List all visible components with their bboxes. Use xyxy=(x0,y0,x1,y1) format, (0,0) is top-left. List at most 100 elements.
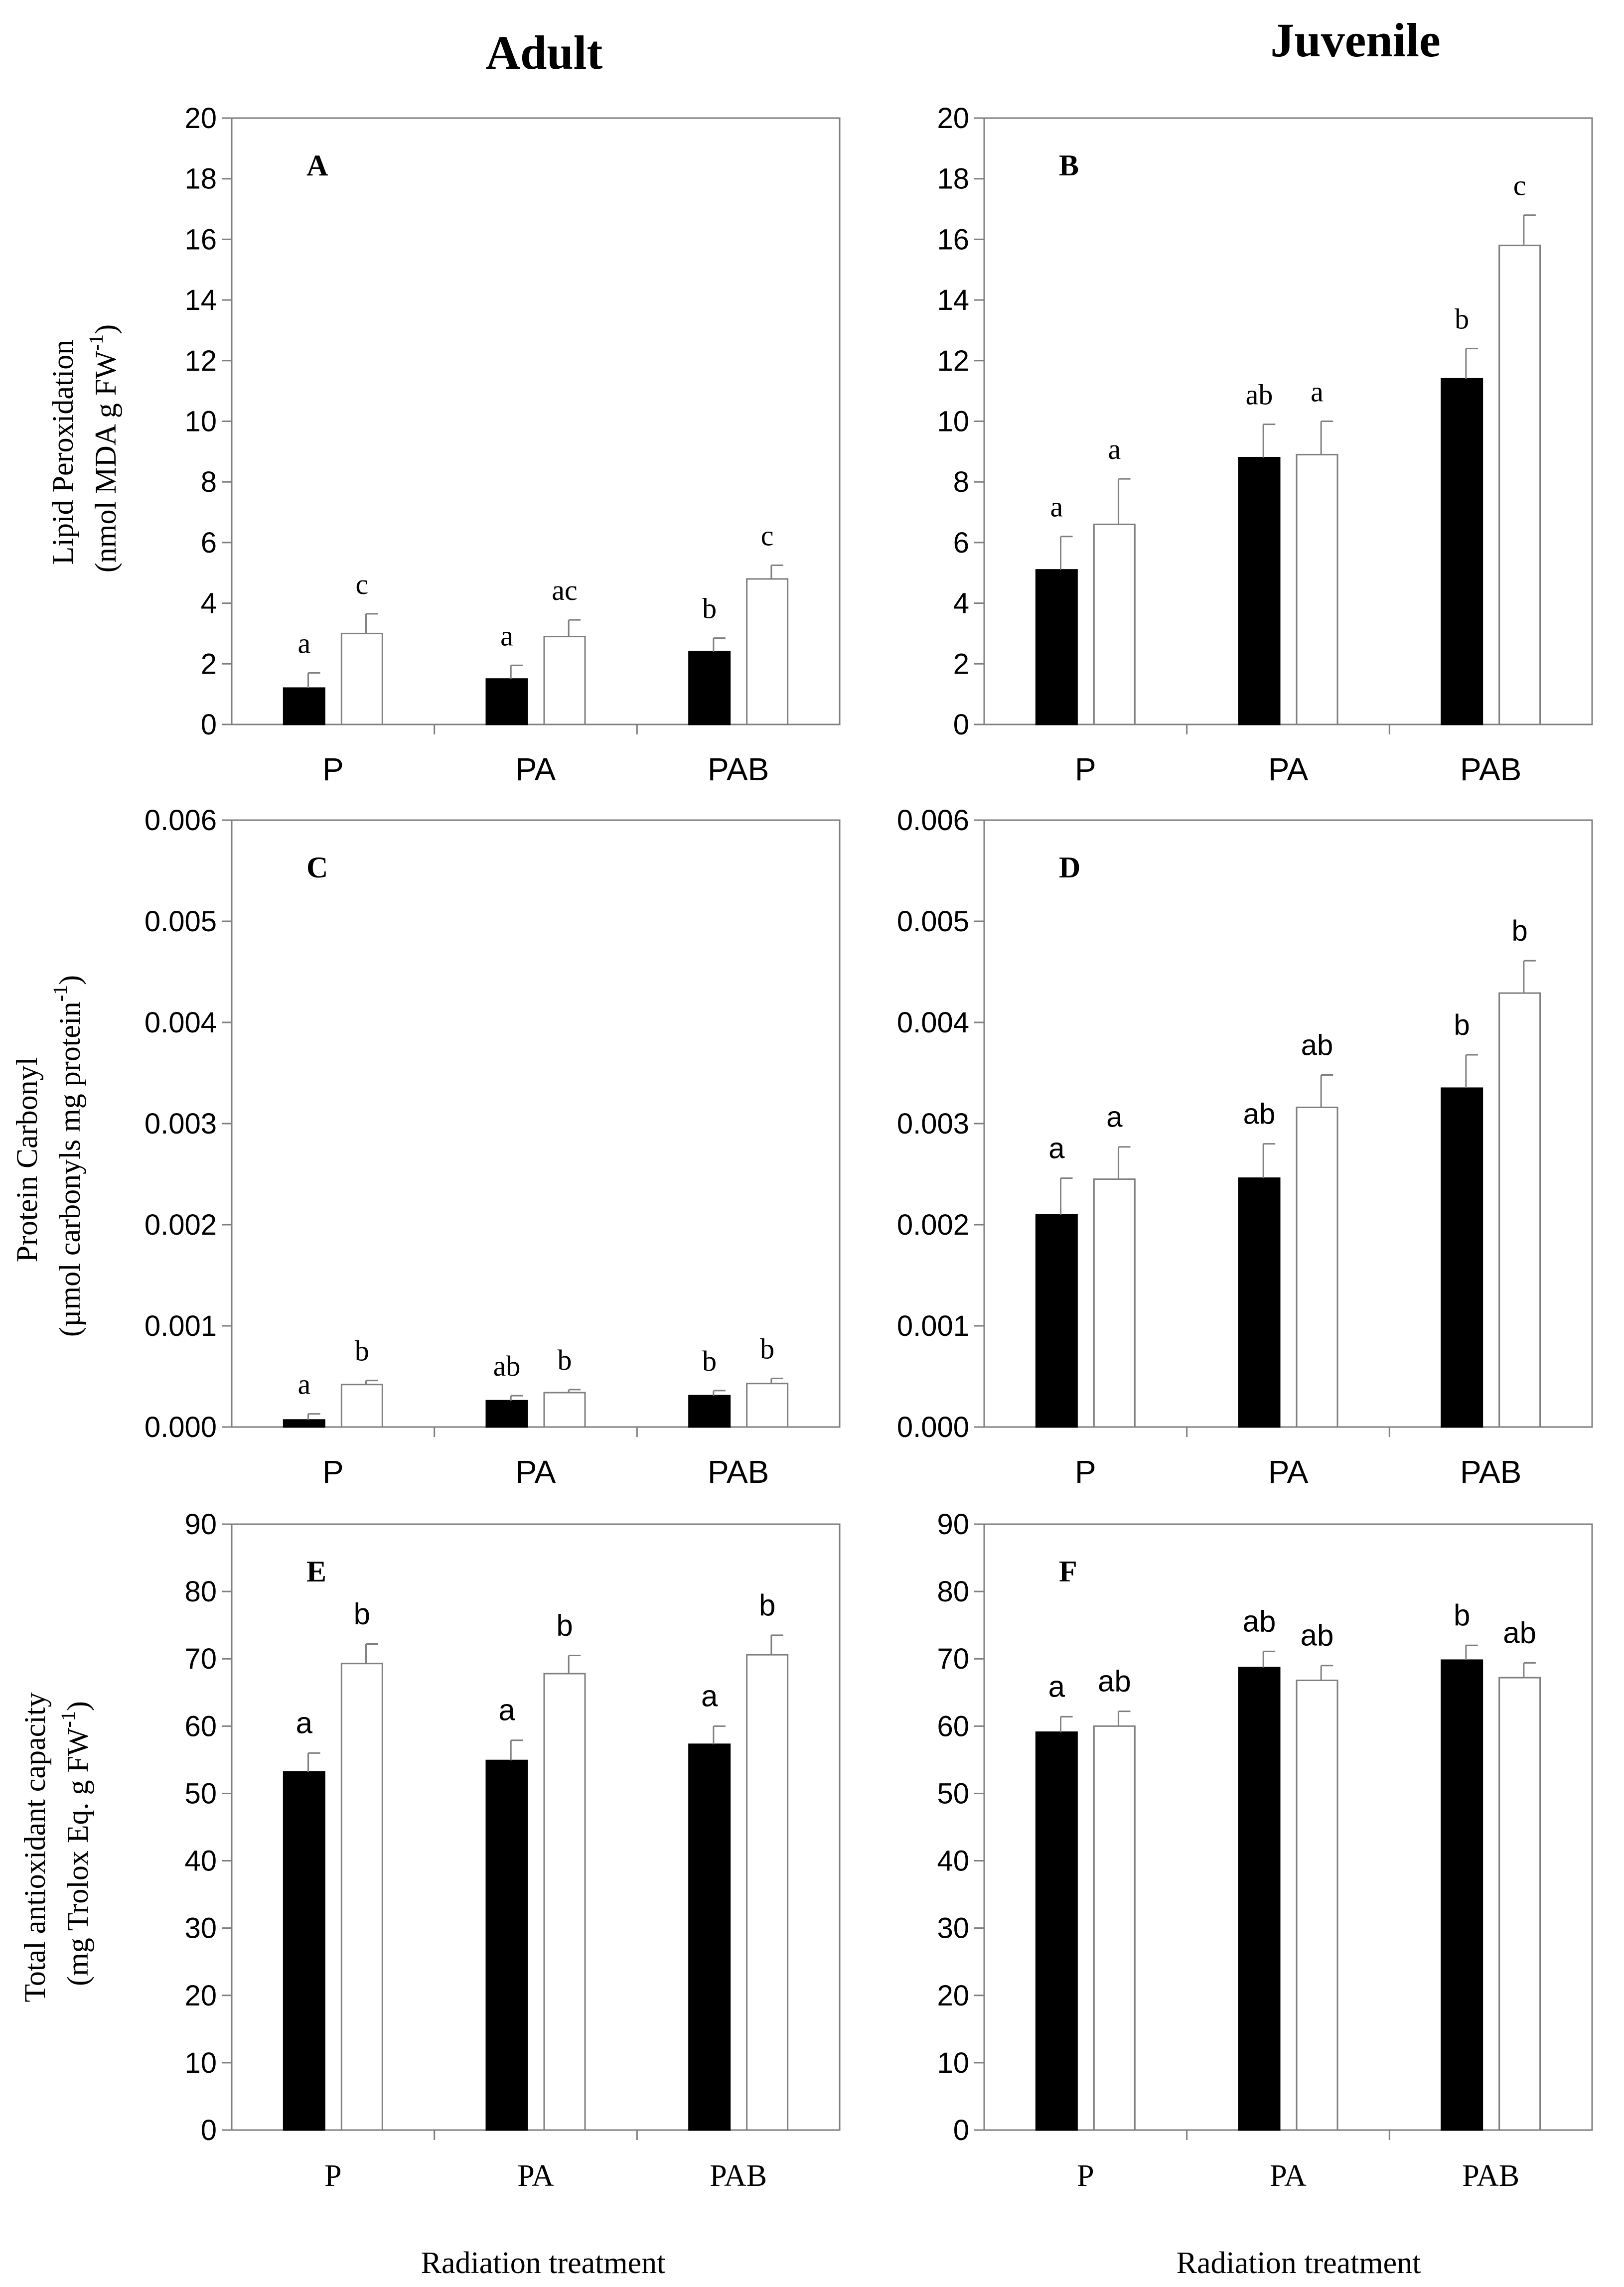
x-category-label: PAB xyxy=(708,751,769,787)
ylabel-row-1-line1: Lipid Peroxidation xyxy=(46,340,79,565)
bar-open xyxy=(543,1392,586,1428)
significance-letter: ac xyxy=(552,574,578,606)
bar-filled xyxy=(1238,457,1281,725)
x-category-label: PA xyxy=(1268,1454,1309,1490)
y-tick-label: 60 xyxy=(937,1710,969,1742)
ylabel-row-3-sup: -1 xyxy=(57,1711,79,1727)
y-tick-label: 80 xyxy=(937,1575,969,1608)
significance-letter: b xyxy=(1512,915,1528,947)
bar-filled xyxy=(1441,1659,1483,2131)
plot-frame xyxy=(231,1523,841,2131)
y-tick-label: 0.004 xyxy=(145,1006,217,1039)
y-tick-label: 0.001 xyxy=(897,1310,969,1342)
x-category-label: PA xyxy=(517,2159,554,2193)
significance-letter: c xyxy=(761,520,774,552)
significance-letter: b xyxy=(558,1344,572,1376)
ylabel-row-3: Total antioxidant capacity (mg Trolox Eq… xyxy=(18,1692,94,2002)
column-title-adult: Adult xyxy=(486,26,603,79)
svg-text:Protein Carbonyl (µmol c: Protein Carbonyl (µmol carbonyls mg prot… xyxy=(10,975,86,1337)
ylabel-row-3-line1: Total antioxidant capacity xyxy=(18,1692,51,2002)
y-tick-label: 2 xyxy=(953,648,969,680)
significance-letter: b xyxy=(702,592,717,625)
y-tick-label: 12 xyxy=(184,345,217,377)
y-tick-label: 0.003 xyxy=(145,1108,217,1140)
plot-frame xyxy=(983,1523,1593,2131)
x-category-label: P xyxy=(322,1454,344,1490)
significance-letter: ab xyxy=(1098,1665,1131,1698)
plot-frame xyxy=(231,819,841,1428)
significance-letter: ab xyxy=(1243,1098,1276,1131)
x-category-label: PA xyxy=(516,751,556,787)
panel-label: B xyxy=(1059,149,1079,182)
bar-open xyxy=(1498,1677,1541,2131)
bar-open xyxy=(1498,992,1541,1428)
xlabel-juvenile: Radiation treatment xyxy=(1177,2246,1421,2280)
bar-filled xyxy=(283,1419,325,1428)
ylabel-row-2-sup: -1 xyxy=(49,985,71,1001)
significance-letter: ab xyxy=(493,1350,521,1382)
ylabel-row-3-close: ) xyxy=(61,1701,94,1711)
ylabel-row-2-unit: (µmol carbonyls mg protein xyxy=(53,1001,86,1337)
y-tick-label: 0.000 xyxy=(145,1411,217,1443)
panel-label: A xyxy=(306,149,328,182)
xlabel-adult: Radiation treatment xyxy=(421,2246,666,2280)
significance-letter: b xyxy=(355,1335,369,1367)
y-tick-label: 0.006 xyxy=(145,804,217,837)
y-tick-label: 40 xyxy=(937,1845,969,1877)
bar-filled xyxy=(1441,1087,1483,1428)
bar-open xyxy=(746,1654,789,2131)
x-category-label: P xyxy=(1077,2159,1094,2193)
y-tick-label: 0.002 xyxy=(897,1209,969,1241)
significance-letter: a xyxy=(1048,1133,1065,1165)
panel-label: E xyxy=(306,1555,326,1588)
significance-letter: ab xyxy=(1503,1616,1536,1649)
x-category-label: P xyxy=(1075,751,1096,787)
bar-filled xyxy=(485,678,528,725)
bar-open xyxy=(1498,245,1541,725)
significance-letter: b xyxy=(1454,1598,1470,1632)
y-tick-label: 70 xyxy=(937,1643,969,1675)
bar-open xyxy=(746,1383,789,1428)
panel-b: 0 2 4 6 8 10 12 14 16 18 20 B Pa a PA ab a PAB b c xyxy=(937,102,1593,787)
panel-label: F xyxy=(1059,1555,1077,1588)
bar-filled xyxy=(1035,1214,1078,1428)
bar-open xyxy=(543,636,586,725)
x-category-label: PA xyxy=(516,1454,556,1490)
y-tick-label: 10 xyxy=(184,2047,217,2079)
x-category-label: P xyxy=(322,751,344,787)
ylabel-row-1-unit: (nmol MDA g FW xyxy=(89,351,122,572)
bar-filled xyxy=(1238,1177,1281,1428)
y-tick-label: 10 xyxy=(937,2047,969,2079)
y-tick-label: 4 xyxy=(201,587,217,620)
y-tick-label: 70 xyxy=(184,1643,217,1675)
significance-letter: a xyxy=(296,1706,313,1739)
bar-filled xyxy=(1035,569,1078,725)
bar-filled xyxy=(485,1759,528,2131)
significance-letter: ab xyxy=(1246,379,1273,411)
ylabel-row-2-close: ) xyxy=(53,975,86,985)
bar-open xyxy=(1296,1107,1338,1428)
column-title-juvenile: Juvenile xyxy=(1270,13,1440,67)
bar-open xyxy=(1093,523,1136,725)
significance-letter: b xyxy=(702,1345,717,1377)
bar-filled xyxy=(688,1395,731,1428)
y-tick-label: 18 xyxy=(937,163,969,195)
bar-filled xyxy=(1441,378,1483,725)
y-tick-label: 8 xyxy=(953,466,969,498)
significance-letter: ab xyxy=(1301,1029,1333,1062)
bar-open xyxy=(340,1384,383,1428)
y-tick-label: 0.001 xyxy=(145,1310,217,1342)
y-tick-label: 0 xyxy=(201,709,217,741)
significance-letter: b xyxy=(556,1608,573,1642)
bar-filled xyxy=(1238,1667,1281,2131)
significance-letter: ab xyxy=(1243,1604,1276,1638)
bar-open xyxy=(1296,453,1338,725)
y-tick-label: 0.002 xyxy=(145,1209,217,1241)
bar-filled xyxy=(283,687,325,725)
significance-letter: a xyxy=(498,1694,515,1727)
y-tick-label: 80 xyxy=(184,1575,217,1608)
bar-open xyxy=(1093,1725,1136,2131)
y-tick-label: 20 xyxy=(184,102,217,135)
